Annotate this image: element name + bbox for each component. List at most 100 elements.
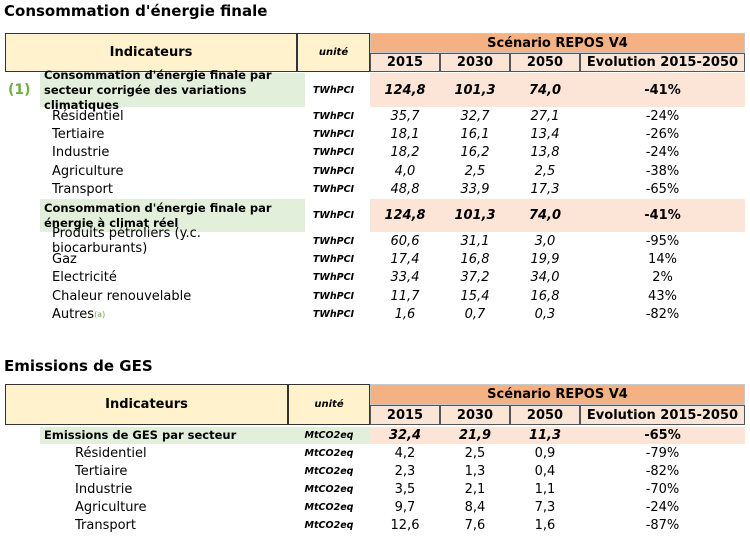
item-value: 0,4: [534, 463, 556, 479]
header-scenario: Scénario REPOS V4: [370, 33, 745, 53]
row-marker: (1): [8, 82, 31, 98]
item-value: 9,7: [394, 499, 416, 515]
item-label: Gaz: [52, 251, 77, 267]
item-value: 1,6: [534, 517, 556, 533]
item-value: 7,3: [534, 499, 556, 515]
item-label: Tertiaire: [75, 463, 128, 479]
group-label: Emissions de GES par secteur: [40, 427, 370, 444]
item-value: 14%: [648, 251, 677, 267]
item-value: -79%: [645, 445, 680, 461]
item-unit: MtCO2eq: [304, 501, 354, 513]
item-value: 31,1: [460, 233, 490, 249]
header-column: 2050: [510, 405, 580, 425]
item-value: -65%: [645, 181, 680, 197]
section-title: Emissions de GES: [4, 357, 153, 375]
item-value: 27,1: [530, 108, 560, 124]
item-label: Industrie: [52, 145, 110, 161]
item-unit: MtCO2eq: [304, 465, 354, 477]
item-unit: MtCO2eq: [304, 447, 354, 459]
item-label: Autres (a): [52, 306, 106, 322]
item-value: -95%: [645, 233, 680, 249]
group-value: 74,0: [510, 199, 580, 232]
item-value: 34,0: [530, 270, 560, 286]
item-value: 2,5: [534, 163, 556, 179]
item-unit: MtCO2eq: [304, 519, 354, 531]
header-column: 2050: [510, 53, 580, 72]
group-label: Consommation d'énergie finale par secteu…: [40, 68, 305, 112]
header-indicators: Indicateurs: [5, 384, 288, 425]
item-value: 2,3: [394, 463, 416, 479]
item-value: 19,9: [530, 251, 560, 267]
group-value: 32,4: [370, 427, 440, 444]
group-value: 74,0: [510, 73, 580, 107]
header-column: 2030: [440, 405, 510, 425]
item-label: Chaleur renouvelable: [52, 288, 192, 304]
item-note: (a): [94, 309, 106, 319]
item-value: 18,1: [390, 126, 420, 142]
item-value: 33,4: [390, 270, 420, 286]
item-value: 12,6: [390, 517, 420, 533]
item-value: 11,7: [390, 288, 420, 304]
item-value: 16,8: [460, 251, 490, 267]
item-value: -87%: [645, 517, 680, 533]
header-scenario: Scénario REPOS V4: [370, 384, 745, 405]
item-value: 4,2: [394, 445, 416, 461]
item-value: 7,6: [464, 517, 486, 533]
group-value: 124,8: [370, 199, 440, 232]
group-value: 11,3: [510, 427, 580, 444]
item-value: 2,1: [464, 481, 486, 497]
item-unit: MtCO2eq: [304, 483, 354, 495]
item-value: 15,4: [460, 288, 490, 304]
group-value: 101,3: [440, 199, 510, 232]
item-unit: TWhPCI: [312, 253, 355, 265]
item-value: -24%: [645, 145, 680, 161]
item-value: 0,9: [534, 445, 556, 461]
item-label: Résidentiel: [75, 445, 147, 461]
group-unit: TWhPCI: [312, 210, 355, 221]
header-column: 2030: [440, 53, 510, 72]
item-value: 16,2: [460, 145, 490, 161]
item-value: 1,6: [394, 306, 416, 322]
item-value: 37,2: [460, 270, 490, 286]
item-value: 33,9: [460, 181, 490, 197]
item-value: 3,0: [534, 233, 556, 249]
item-value: -82%: [645, 306, 680, 322]
item-label: Agriculture: [52, 163, 124, 179]
item-value: 18,2: [390, 145, 420, 161]
item-value: 0,3: [534, 306, 556, 322]
item-unit: TWhPCI: [312, 183, 355, 195]
group-value: 21,9: [440, 427, 510, 444]
item-unit: TWhPCI: [312, 308, 355, 320]
item-value: 0,7: [464, 306, 486, 322]
item-value: -26%: [645, 126, 680, 142]
group-label: Consommation d'énergie finale par énergi…: [40, 199, 305, 232]
item-value: 2,5: [464, 445, 486, 461]
item-value: 8,4: [464, 499, 486, 515]
item-label: Agriculture: [75, 499, 147, 515]
item-value: 16,8: [530, 288, 560, 304]
item-label: Industrie: [75, 481, 133, 497]
group-unit: MtCO2eq: [288, 427, 370, 444]
item-label: Produits pétroliers (y.c. biocarburants): [52, 226, 201, 257]
item-unit: TWhPCI: [312, 235, 355, 247]
item-value: -24%: [645, 108, 680, 124]
header-indicators: Indicateurs: [5, 33, 297, 72]
header-column: 2015: [370, 53, 440, 72]
item-value: 43%: [648, 288, 677, 304]
item-value: -38%: [645, 163, 680, 179]
item-value: 4,0: [394, 163, 416, 179]
item-value: 3,5: [394, 481, 416, 497]
header-column: 2015: [370, 405, 440, 425]
item-unit: TWhPCI: [312, 128, 355, 140]
item-value: -82%: [645, 463, 680, 479]
item-value: 13,4: [530, 126, 560, 142]
group-value: 101,3: [440, 73, 510, 107]
section-title: Consommation d'énergie finale: [4, 2, 268, 20]
group-value: -41%: [580, 73, 745, 107]
item-value: 16,1: [460, 126, 490, 142]
header-unit: unité: [288, 384, 370, 425]
item-label: Transport: [52, 181, 114, 197]
item-value: 2,5: [464, 163, 486, 179]
header-column: Evolution 2015-2050: [580, 405, 745, 425]
item-value: 17,3: [530, 181, 560, 197]
